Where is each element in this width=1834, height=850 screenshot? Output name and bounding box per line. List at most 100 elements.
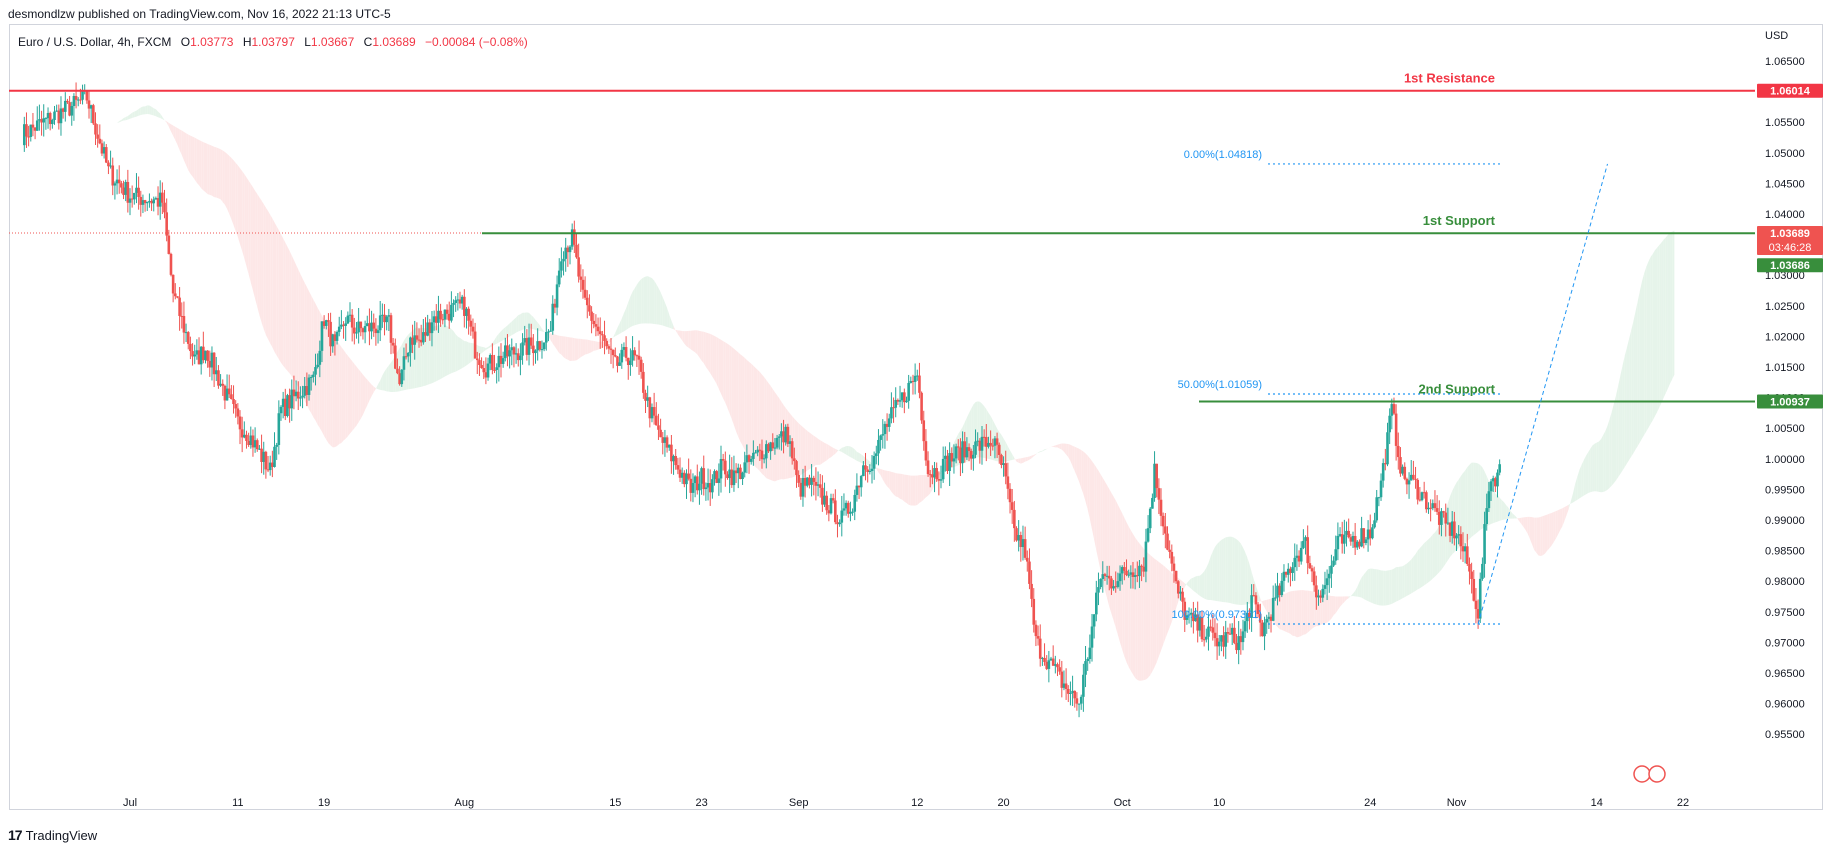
cloud-segment	[557, 335, 560, 354]
candle-body	[1276, 585, 1279, 598]
candle-body	[309, 376, 313, 378]
candle-body	[1092, 614, 1096, 627]
candle-body	[98, 138, 102, 144]
candle-body	[1293, 557, 1297, 568]
cloud-segment	[746, 360, 750, 458]
tradingview-logo-text[interactable]: TradingView	[25, 827, 98, 843]
candle-body	[1250, 595, 1253, 618]
cloud-segment	[1385, 570, 1388, 606]
cloud-segment	[867, 459, 870, 466]
candle-body	[1457, 534, 1460, 536]
candle-body	[752, 452, 755, 459]
candle-body	[969, 450, 973, 459]
candle-body	[1038, 638, 1042, 659]
level-label-1: 1st Resistance	[1404, 71, 1495, 86]
cloud-segment	[1066, 443, 1069, 458]
cloud-segment	[1609, 411, 1612, 488]
candle-body	[104, 147, 108, 163]
cloud-segment	[311, 295, 314, 418]
cloud-segment	[721, 339, 724, 399]
candle-body	[1498, 464, 1501, 473]
candle-body	[538, 341, 542, 350]
cloud-segment	[1132, 534, 1136, 678]
cloud-segment	[503, 327, 506, 341]
cloud-segment	[1242, 547, 1246, 605]
candle-body	[1377, 497, 1381, 499]
cloud-segment	[1633, 311, 1636, 454]
candle-body	[741, 472, 744, 480]
candle-body	[836, 522, 839, 525]
cloud-segment	[242, 171, 245, 259]
cloud-segment	[837, 449, 840, 452]
candle-body	[732, 470, 736, 486]
candle-body	[422, 332, 425, 343]
cloud-segment	[552, 334, 555, 347]
candle-body	[525, 338, 529, 355]
cloud-segment	[742, 356, 745, 450]
cloud-segment	[442, 324, 445, 378]
cloud-segment	[600, 341, 603, 349]
cloud-segment	[1262, 600, 1265, 608]
chart-frame[interactable]	[9, 24, 1823, 810]
cloud-segment	[1027, 456, 1030, 461]
cloud-segment	[759, 372, 762, 474]
cloud-segment	[1145, 551, 1149, 680]
candle-body	[1116, 581, 1120, 587]
cloud-segment	[1219, 539, 1222, 602]
candle-body	[361, 328, 365, 333]
cloud-segment	[770, 385, 773, 481]
cloud-segment	[352, 361, 355, 431]
candle-body	[1028, 561, 1031, 584]
cloud-segment	[246, 177, 249, 275]
candle-body	[689, 478, 693, 493]
cloud-segment	[233, 160, 236, 232]
candle-body	[450, 304, 453, 321]
cloud-segment	[1258, 592, 1261, 602]
cloud-segment	[861, 454, 864, 464]
candle-body	[404, 356, 408, 358]
cloud-segment	[887, 470, 890, 489]
candle-body	[1278, 585, 1281, 596]
candle-body	[808, 477, 811, 485]
cloud-segment	[244, 174, 247, 267]
cloud-segment	[1277, 595, 1280, 630]
candle-body	[1172, 563, 1176, 571]
cloud-segment	[1527, 516, 1530, 539]
candle-body	[1425, 492, 1428, 510]
cloud-segment	[1275, 596, 1278, 627]
cloud-segment	[1225, 536, 1228, 603]
cloud-segment	[1292, 590, 1295, 637]
cloud-segment	[589, 340, 592, 354]
candle-body	[1396, 445, 1400, 458]
candle-body	[1146, 528, 1150, 542]
cloud-segment	[820, 440, 823, 465]
candle-body	[255, 440, 259, 450]
candle-body	[1153, 463, 1156, 498]
candle-body	[1140, 565, 1143, 567]
cloud-segment	[1400, 566, 1403, 600]
candle-body	[497, 355, 501, 368]
candle-body	[542, 342, 546, 350]
candle-body	[825, 495, 828, 511]
cloud-segment	[697, 330, 700, 358]
candle-body	[1414, 478, 1417, 480]
candle-body	[894, 399, 898, 408]
cloud-segment	[80, 134, 83, 136]
cloud-segment	[1491, 486, 1494, 524]
candle-body	[210, 352, 214, 368]
cloud-segment	[227, 153, 230, 214]
candle-body	[1384, 463, 1387, 465]
cloud-segment	[645, 276, 648, 324]
candle-body	[1476, 609, 1480, 619]
cloud-segment	[222, 150, 225, 205]
cloud-segment	[1059, 443, 1062, 450]
cloud-segment	[712, 334, 715, 381]
y-tick-label: 0.98500	[1765, 546, 1805, 558]
cloud-segment	[455, 334, 458, 372]
symbol-label[interactable]: Euro / U.S. Dollar, 4h, FXCM	[18, 35, 172, 49]
tradingview-logo-icon[interactable]: 17	[8, 827, 23, 843]
candle-body	[1308, 563, 1312, 569]
candle-body	[913, 375, 917, 382]
candle-body	[840, 510, 844, 523]
